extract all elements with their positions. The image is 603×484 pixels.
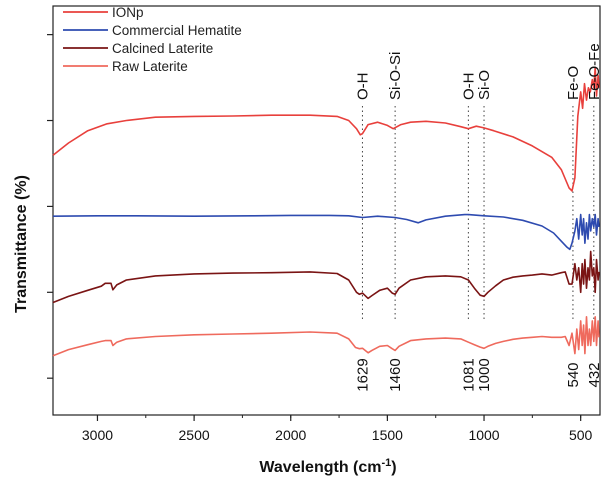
x-axis-ticks: 3000 2500 2000 1500 1000 500 — [82, 415, 593, 443]
plot-border — [52, 5, 601, 416]
annotation-guides — [361, 106, 595, 322]
annotation-wavenumber-label: 1460 — [387, 358, 404, 391]
series-line-calcined-laterite — [52, 250, 600, 304]
legend-label: Raw Laterite — [112, 59, 188, 74]
plot-frame — [52, 5, 601, 416]
annotation-group-label: O-H — [354, 73, 371, 101]
annotation-wavenumber-label: 1629 — [354, 358, 371, 391]
x-tick-label: 2500 — [179, 427, 210, 443]
series-line-raw-laterite — [52, 316, 600, 357]
y-axis-title: Transmittance (%) — [13, 175, 30, 313]
annotation-wavenumber-label: 1000 — [476, 358, 493, 391]
series-layer — [52, 66, 600, 357]
annotation-labels: O-H 1629 Si-O-Si 1460 O-H 1081 Si-O 1000 Fe-O 540… — [354, 43, 602, 391]
x-tick-label: 1500 — [372, 427, 403, 443]
series-line-ionp — [52, 66, 600, 192]
legend-label: IONp — [112, 5, 144, 20]
annotation-group-label: O-H — [460, 73, 477, 101]
x-tick-label: 3000 — [82, 427, 113, 443]
x-tick-label: 500 — [569, 427, 593, 443]
annotation-group-label: Fe-O — [565, 66, 582, 100]
annotation-wavenumber-label: 540 — [565, 362, 582, 387]
legend: IONp Commercial Hematite Calcined Laterite… — [63, 5, 242, 74]
annotation-group-label: Si-O-Si — [387, 52, 404, 100]
x-tick-label: 1000 — [468, 427, 499, 443]
legend-label: Commercial Hematite — [112, 23, 242, 38]
annotation-wavenumber-label: 1081 — [460, 358, 477, 391]
annotation-group-label: Si-O — [476, 70, 493, 100]
x-axis-title: Wavelength (cm-1) — [259, 457, 396, 476]
x-tick-label: 2000 — [275, 427, 306, 443]
annotation-group-label: Fe-O-Fe — [586, 43, 603, 100]
series-line-commercial-hematite — [52, 213, 600, 251]
y-axis-ticks — [47, 34, 53, 379]
legend-label: Calcined Laterite — [112, 41, 213, 56]
annotation-wavenumber-label: 432 — [586, 362, 603, 387]
